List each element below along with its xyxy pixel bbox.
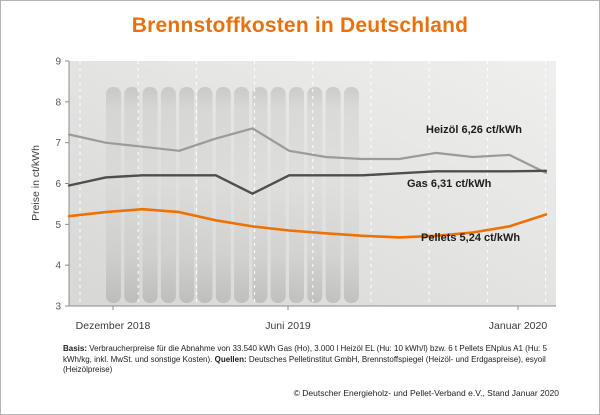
y-tick-label: 8 — [55, 97, 61, 108]
gridlines — [79, 61, 547, 306]
series-line-pellets — [67, 207, 548, 239]
series-line-gas — [67, 169, 548, 195]
x-tick-label: Dezember 2018 — [76, 320, 151, 332]
footnote-quellen-text: Deutsches Pelletinstitut GmbH, Brennstof… — [63, 354, 546, 375]
radiator-watermark-image — [106, 87, 359, 303]
chart-svg: 3 4 5 6 7 8 9 Heizöl 6,26 ct/kWh Gas 6,31 ct/kWh… — [30, 57, 556, 332]
series-line-heizoel — [67, 127, 548, 175]
y-tick-label: 5 — [55, 220, 61, 231]
series-label-pellets: Pellets 5,24 ct/kWh — [421, 232, 520, 244]
series-label-heizoel: Heizöl 6,26 ct/kWh — [426, 124, 522, 136]
page-title: Brennstoffkosten in Deutschland — [131, 14, 469, 37]
y-tick-label: 6 — [55, 179, 61, 190]
price-line-chart: 3 4 5 6 7 8 9 Heizöl 6,26 ct/kWh Gas 6,31 ct/kWh… — [30, 51, 571, 341]
footnote-basis-label: Basis: — [63, 344, 88, 353]
x-tick-label: Juni 2019 — [265, 320, 311, 332]
x-tick-label: Januar 2020 — [489, 320, 548, 332]
y-tick-label: 7 — [55, 138, 61, 149]
series-label-gas: Gas 6,31 ct/kWh — [407, 178, 492, 190]
footnote-basis-text: Verbraucherpreise für die Abnahme von 33… — [63, 344, 547, 364]
y-axis-title: Preise in ct/kWh — [31, 145, 42, 221]
y-tick-label: 3 — [55, 302, 61, 313]
axes — [65, 60, 556, 310]
y-tick-label: 4 — [55, 261, 61, 272]
footnote: Basis: Verbraucherpreise für die Abnahme… — [63, 344, 571, 376]
footnote-quellen-label: Quellen: — [214, 354, 247, 364]
copyright-notice: © Deutscher Energieholz- und Pellet-Verb… — [293, 388, 559, 398]
y-tick-label: 9 — [55, 57, 61, 68]
